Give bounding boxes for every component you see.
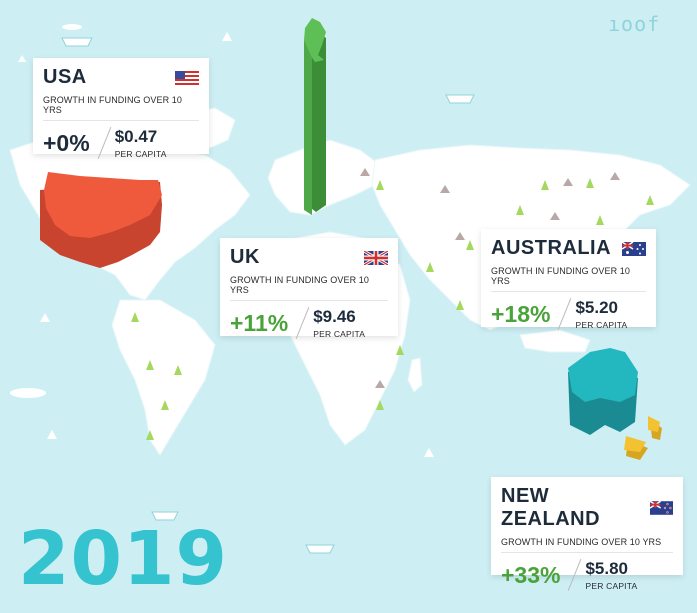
- card-country-usa: USA: [43, 66, 87, 88]
- per-capita-label: PER CAPITA: [575, 320, 628, 330]
- card-country-new-zealand: NEW ZEALAND: [501, 485, 601, 530]
- uk-flag-icon: [364, 250, 388, 265]
- boats: [61, 37, 475, 554]
- australia-shape: [568, 348, 638, 435]
- per-capita-value-uk: $9.46: [313, 307, 356, 326]
- per-capita-value-usa: $0.47: [114, 127, 158, 146]
- growth-value-uk: +11%: [230, 309, 289, 336]
- card-subtitle: GROWTH IN FUNDING OVER 10 YRS: [230, 275, 388, 301]
- per-capita-value-new-zealand: $5.80: [585, 559, 629, 578]
- usa-card: USA GROWTH IN FUNDING OVER 10 YRS +0% $0…: [33, 58, 209, 159]
- uk-card: UK GROWTH IN FUNDING OVER 10 YRS +11% $9…: [220, 238, 398, 339]
- per-capita-value-australia: $5.20: [575, 298, 619, 317]
- per-capita-label: PER CAPITA: [585, 581, 638, 591]
- brand-logo: ıoof: [608, 12, 661, 36]
- south-america-land: [111, 299, 216, 456]
- growth-value-australia: +18%: [491, 300, 551, 327]
- new-zealand-shape: [624, 416, 662, 460]
- card-subtitle: GROWTH IN FUNDING OVER 10 YRS: [501, 537, 673, 553]
- per-capita-label: PER CAPITA: [114, 149, 167, 159]
- card-country-uk: UK: [230, 246, 260, 268]
- growth-value-new-zealand: +33%: [501, 561, 561, 588]
- growth-value-usa: +0%: [43, 129, 90, 156]
- year-label: 2019: [18, 516, 228, 602]
- madagascar-land: [407, 357, 423, 393]
- indonesia-land: [519, 329, 591, 353]
- australia-flag-icon: [622, 241, 646, 256]
- divider: [295, 307, 310, 339]
- divider: [97, 127, 112, 159]
- usa-flag-icon: [175, 70, 199, 85]
- usa-shape: [40, 172, 162, 268]
- per-capita-label: PER CAPITA: [313, 329, 366, 339]
- divider: [568, 559, 582, 591]
- card-subtitle: GROWTH IN FUNDING OVER 10 YRS: [43, 95, 199, 121]
- uk-shape: [304, 18, 326, 215]
- australia-card: AUSTRALIA GROWTH IN FUNDING OVER 10 YRS …: [481, 229, 656, 330]
- card-subtitle: GROWTH IN FUNDING OVER 10 YRS: [491, 266, 646, 292]
- divider: [558, 298, 572, 330]
- new-zealand-card: NEW ZEALAND GROWTH IN FUNDING OVER 10 YR…: [491, 477, 683, 591]
- new-zealand-flag-icon: [649, 501, 673, 515]
- card-country-australia: AUSTRALIA: [491, 237, 612, 259]
